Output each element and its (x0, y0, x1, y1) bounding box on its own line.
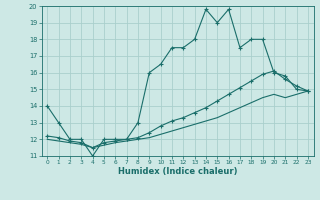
X-axis label: Humidex (Indice chaleur): Humidex (Indice chaleur) (118, 167, 237, 176)
